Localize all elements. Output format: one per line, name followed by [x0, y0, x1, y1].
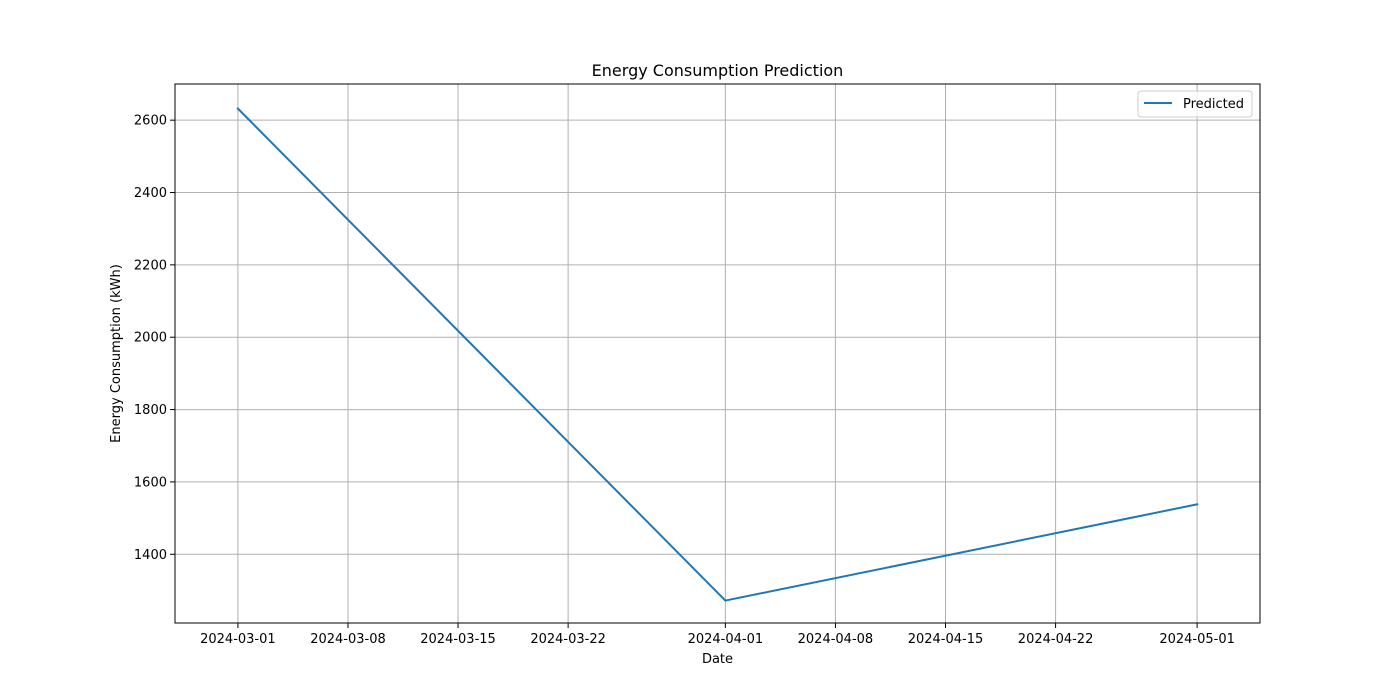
x-tick-label: 2024-05-01	[1159, 632, 1235, 647]
y-tick-label: 2400	[134, 186, 167, 201]
data-point	[236, 107, 239, 110]
tick-layer: 2024-03-01 2024-03-08 2024-03-15 2024-03-22…	[134, 114, 1235, 647]
x-tick-label: 2024-04-01	[688, 632, 764, 647]
x-tick-label: 2024-03-01	[200, 632, 276, 647]
x-axis-label: Date	[702, 652, 733, 667]
x-tick-label: 2024-04-15	[908, 632, 984, 647]
y-tick-label: 1600	[134, 475, 167, 490]
y-axis-label: Energy Consumption (kWh)	[109, 264, 124, 443]
y-tick-label: 2200	[134, 258, 167, 273]
legend-label-predicted: Predicted	[1183, 97, 1244, 112]
series-layer	[236, 107, 1199, 602]
x-tick-label: 2024-04-22	[1018, 632, 1094, 647]
plot-frame	[174, 83, 1261, 624]
data-point	[724, 599, 727, 602]
data-point	[1196, 503, 1199, 506]
x-tick-label: 2024-03-15	[420, 632, 496, 647]
x-tick-label: 2024-04-08	[798, 632, 874, 647]
y-tick-label: 2600	[134, 114, 167, 129]
grid-layer	[175, 84, 1260, 623]
y-tick-label: 1800	[134, 403, 167, 418]
legend-box	[1137, 90, 1253, 118]
x-tick-label: 2024-03-22	[530, 632, 606, 647]
legend: Predicted	[1137, 90, 1253, 118]
y-tick-label: 1400	[134, 548, 167, 563]
y-tick-label: 2000	[134, 331, 167, 346]
chart-title: Energy Consumption Prediction	[592, 61, 844, 80]
x-tick-label: 2024-03-08	[310, 632, 386, 647]
